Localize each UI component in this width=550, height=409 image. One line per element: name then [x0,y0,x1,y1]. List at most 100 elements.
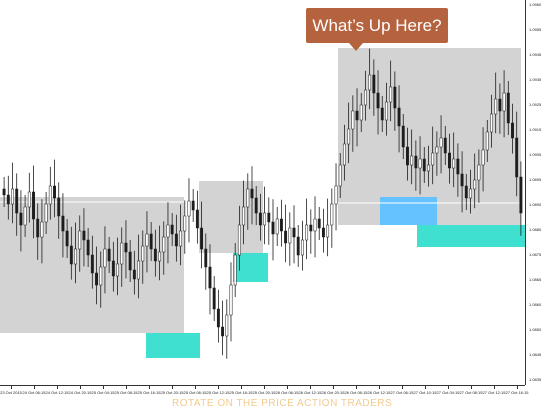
candle-body [116,263,119,277]
time-tick-label: 27 Oct 08:15 [459,390,483,395]
time-tick-mark [379,386,380,389]
candle-body [86,239,90,256]
chart-area[interactable] [0,0,525,385]
candle-body [36,218,40,238]
candle-body [305,224,309,241]
candle-body [2,188,6,196]
time-tick-mark [517,386,518,389]
price-chart [0,48,525,359]
candle-body [19,212,23,226]
time-tick-mark [356,386,357,389]
candle-body [498,98,502,112]
price-tick-label: 1.0835 [529,377,542,382]
time-tick-mark [448,386,449,389]
candle-body [511,122,514,139]
candle-body [174,233,178,247]
time-tick-label: 26 Oct 06:15 [344,390,368,395]
time-tick-mark [333,386,334,389]
candle-body [473,179,477,190]
candle-body [250,188,254,199]
candle-body [490,113,493,133]
candle-body [460,173,464,187]
candle-body [359,104,363,121]
candle-body [149,233,153,250]
price-axis: 1.0960 1.0955 1.0945 1.0935 1.0925 1.0915 1.09… [525,0,550,385]
price-tick-label: 1.0880 [529,227,542,232]
candle-body [32,191,35,220]
candle-body [128,251,132,271]
time-tick-mark [103,386,104,389]
candle-body [427,164,430,172]
candle-body [90,254,94,274]
candle-body [95,272,98,286]
candle-body [410,155,414,166]
watermark-text: ROTATE ON THE PRICE ACTION TRADERS [172,398,393,409]
time-tick-label: 26 Oct 20:15 [321,390,345,395]
time-tick-label: 25 Oct 20:15 [252,390,276,395]
candle-body [418,158,422,169]
candle-body [414,155,418,169]
price-tick-label: 1.0915 [529,127,542,132]
candle-body [309,224,313,232]
price-tick-label: 1.0925 [529,102,542,107]
time-tick-mark [149,386,150,389]
candle-body [233,254,237,286]
candle-body [351,110,355,130]
candle-body [27,191,31,208]
time-tick-label: 27 Oct 16:15 [505,390,529,395]
time-tick-mark [218,386,219,389]
candle-body [225,314,229,337]
candle-body [153,248,157,262]
candle-body [23,206,27,226]
price-tick-label: 1.0865 [529,277,542,282]
candle-body [40,221,44,238]
candle-body [397,107,401,127]
time-tick-label: 26 Oct 06:15 [275,390,299,395]
candle-body [204,248,208,268]
candle-body [376,92,380,109]
price-tick-label: 1.0945 [529,52,542,57]
time-tick-mark [11,386,12,389]
time-tick-label: 27 Oct 10:15 [413,390,437,395]
candle-body [317,218,321,229]
candle-body [506,92,510,124]
candle-body [334,185,338,205]
price-tick-label: 1.0860 [529,302,542,307]
candle-body [443,137,447,154]
time-tick-mark [287,386,288,389]
candle-body [368,74,372,91]
candle-body [57,197,61,217]
time-tick-label: 25 Oct 16:15 [229,390,253,395]
candle-body [464,185,468,199]
candle-body [246,188,250,208]
candle-body [338,164,342,187]
candle-body [406,146,409,166]
price-tick-label: 1.0875 [529,252,542,257]
candle-body [11,188,14,205]
candle-body [384,101,388,121]
candlestick-series [2,48,523,359]
candle-body [237,224,241,256]
candle-body [162,236,166,253]
candle-body [242,206,246,226]
price-tick-label: 1.0935 [529,77,542,82]
demand-zone-middle [233,253,268,282]
candle-body [401,125,405,148]
time-tick-mark [195,386,196,389]
time-tick-mark [425,386,426,389]
time-tick-label: 27 Oct 12:15 [482,390,506,395]
candle-body [111,260,115,277]
time-tick-mark [241,386,242,389]
candle-body [48,185,52,205]
time-tick-label: 27 Oct 04:15 [436,390,460,395]
candle-body [216,308,220,328]
candle-body [292,227,296,238]
time-tick-label: 27 Oct 06:15 [390,390,414,395]
candle-body [326,224,330,238]
candle-body [435,146,439,154]
candle-body [389,86,393,103]
time-tick-label: 25 Oct 08:15 [114,390,138,395]
candle-body [258,212,262,226]
candle-body [284,230,288,244]
candle-body [355,110,359,121]
